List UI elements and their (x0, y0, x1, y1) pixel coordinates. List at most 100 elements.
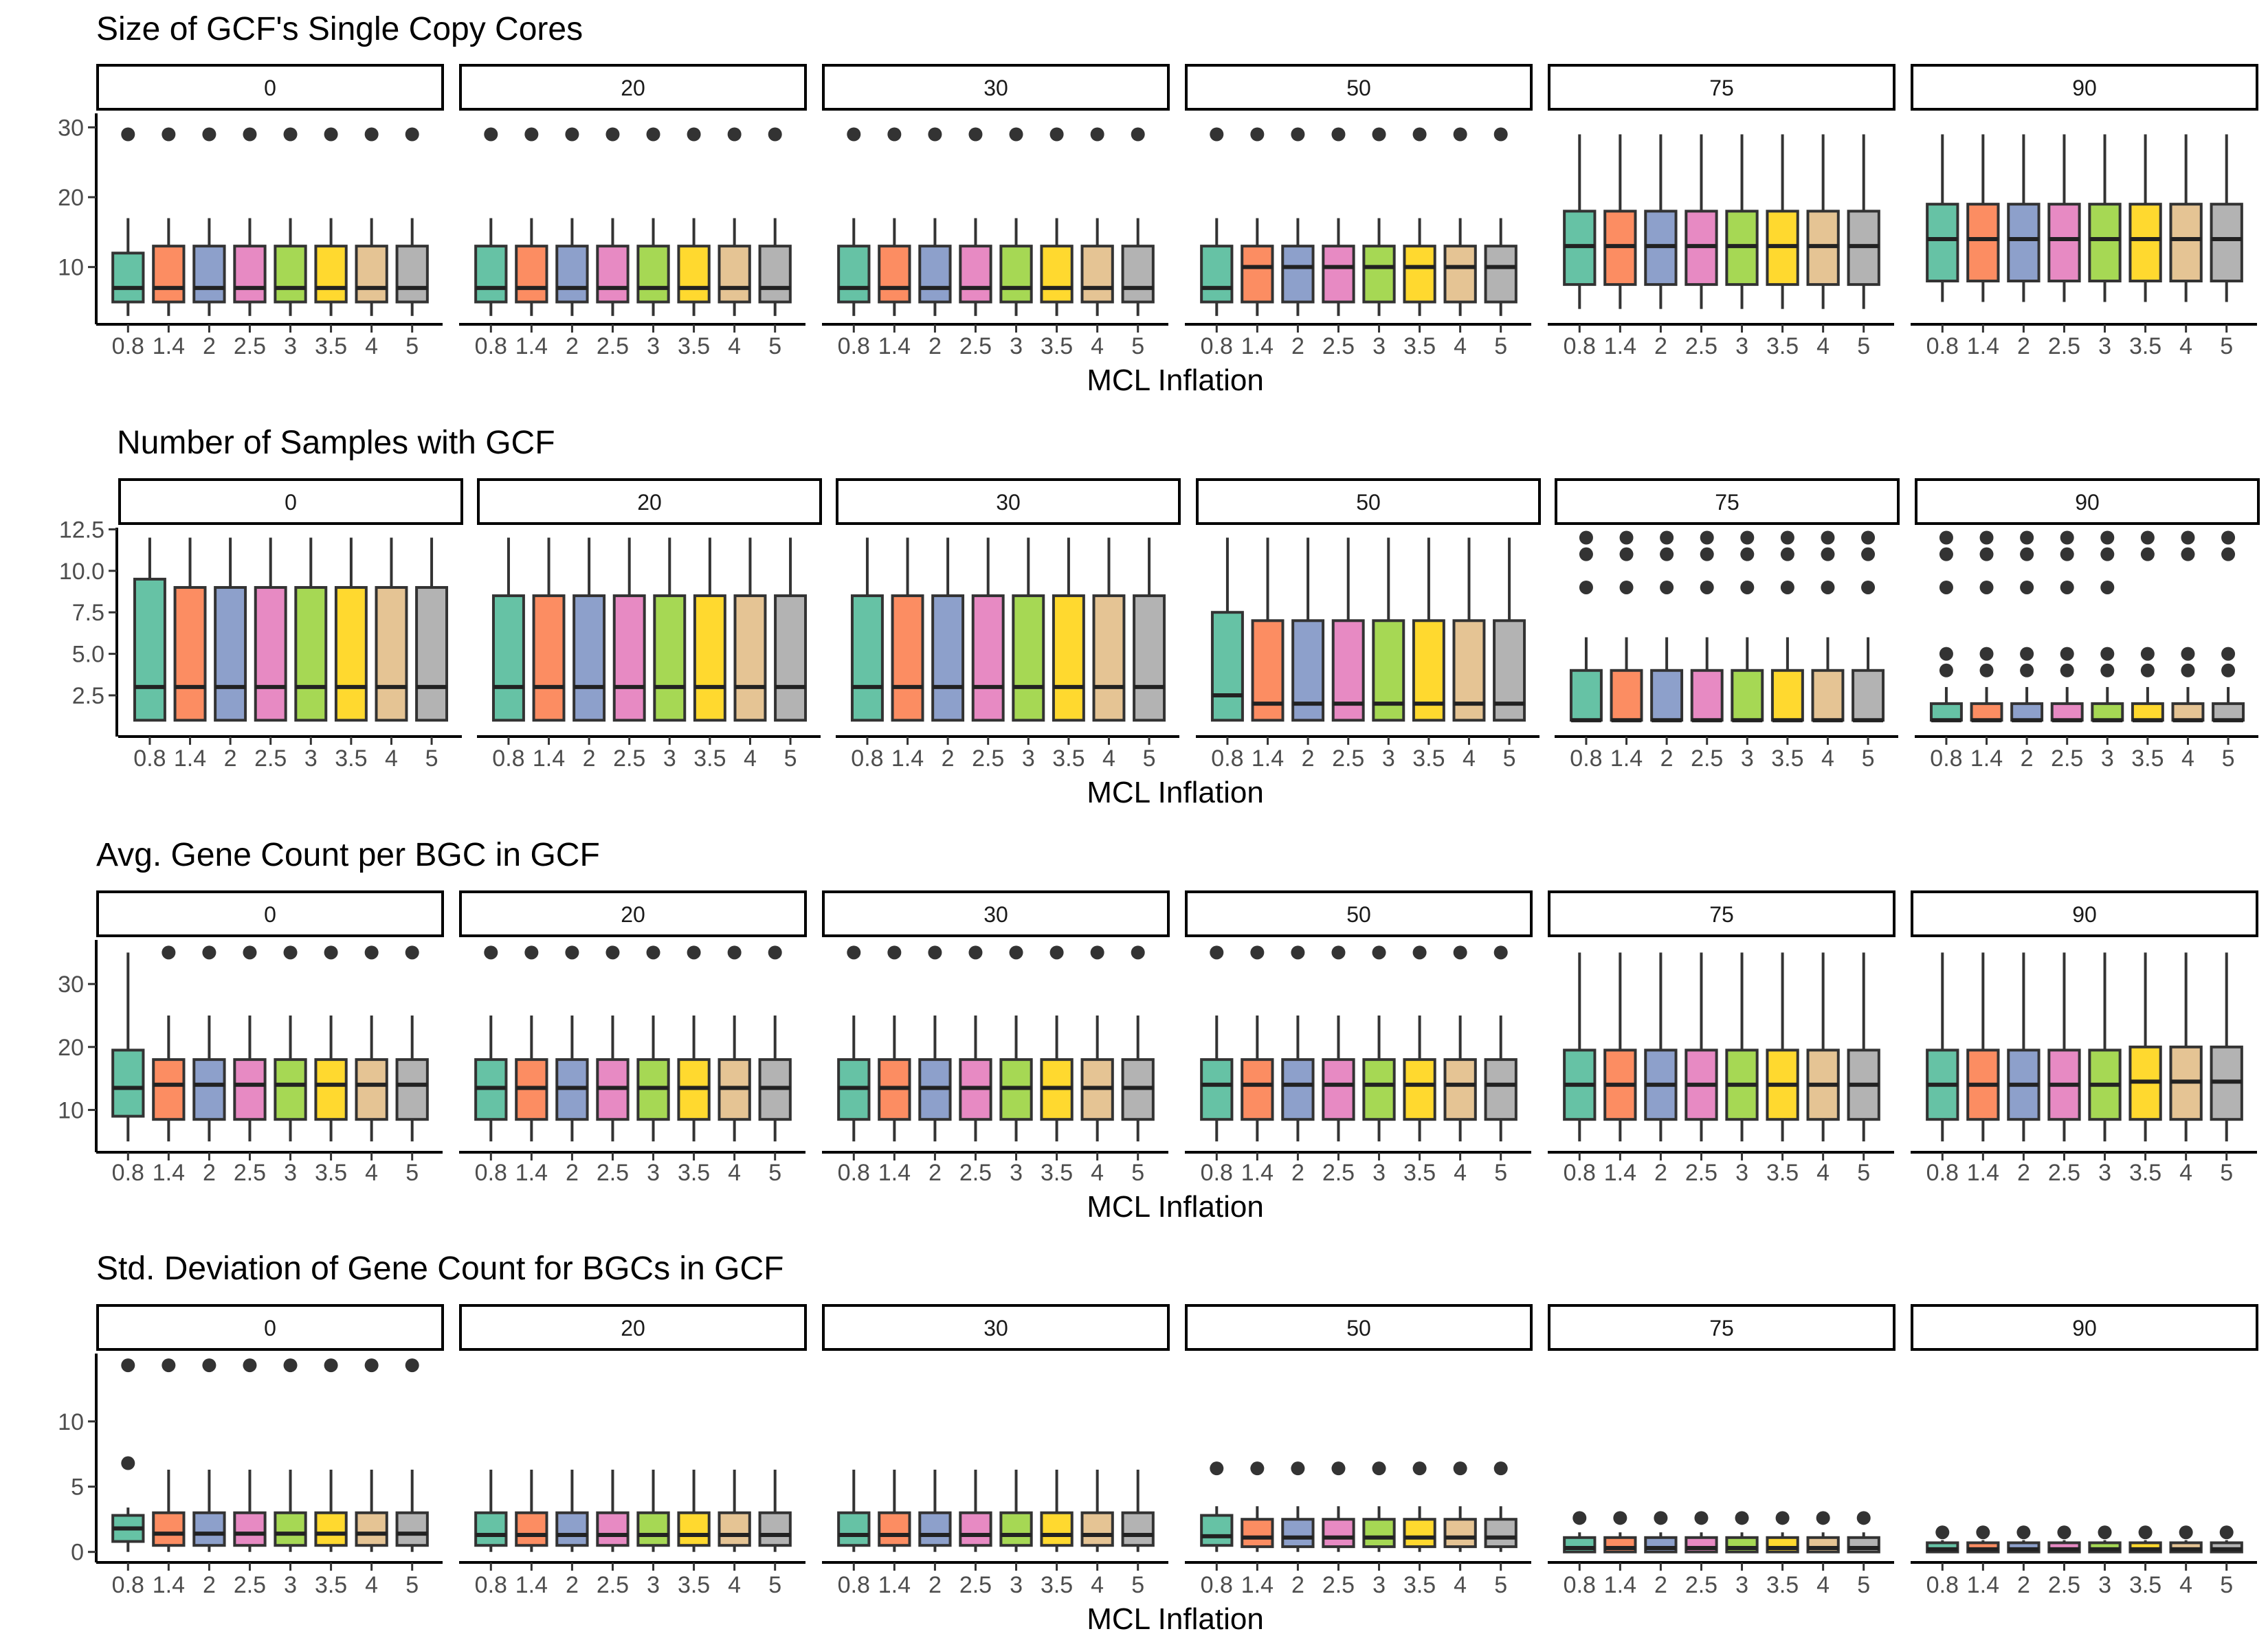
x-tick-label: 2.5 (1322, 333, 1355, 359)
box-3 (274, 127, 307, 316)
x-tick-label: 0.8 (112, 1160, 144, 1186)
facet-90: 90 0.8 1.4 2 2.5 3 3.5 4 5 (1911, 1304, 2258, 1598)
box-0.8 (111, 1358, 145, 1552)
box-4 (2169, 1525, 2203, 1553)
x-tick-label: 3.5 (1041, 1572, 1073, 1598)
outlier-point (2138, 1525, 2153, 1540)
x-tick-label: 2.5 (1322, 1160, 1355, 1186)
box-3 (274, 1358, 307, 1552)
outlier-point (1939, 547, 1953, 561)
box-0.8 (491, 537, 525, 722)
box-body (233, 1511, 267, 1547)
outlier-point (283, 127, 298, 142)
x-tick-label: 4 (365, 1572, 378, 1598)
outlier-point (887, 127, 902, 142)
box-5 (758, 1470, 792, 1552)
x-tick-label: 0.8 (475, 333, 507, 359)
x-axis-title: MCL Inflation (1087, 363, 1264, 397)
outlier-point (524, 945, 539, 960)
box-2 (2007, 134, 2041, 302)
facet-strip-label: 50 (1346, 76, 1371, 100)
outlier-point (283, 945, 298, 960)
x-tick-label: 3.5 (2131, 745, 2164, 772)
box-1.4 (878, 1470, 911, 1552)
box-0.8 (1929, 530, 1963, 723)
x-tick-label: 0.8 (838, 333, 870, 359)
outlier-point (1291, 127, 1305, 142)
chart-panel-2: Number of Samples with GCF 2.5 5.0 7.5 10.0 1… (59, 425, 2260, 809)
x-tick-label: 3.5 (335, 745, 367, 772)
box-2 (918, 945, 952, 1142)
outlier-point (2181, 647, 2195, 661)
x-tick-label: 0.8 (838, 1572, 870, 1598)
x-tick-label: 5 (2222, 745, 2235, 772)
box-3 (274, 945, 307, 1142)
facet-strip (1548, 64, 1895, 111)
box-0.8 (1569, 530, 1603, 723)
x-tick-label: 3 (1010, 333, 1023, 359)
box-1.4 (515, 127, 548, 316)
x-tick-label: 4 (1102, 745, 1115, 772)
box-4 (375, 537, 408, 722)
outlier-point (1861, 547, 1876, 561)
box-body (1092, 594, 1126, 722)
box-3 (1725, 952, 1759, 1142)
facet-strip (96, 1304, 444, 1351)
box-1.4 (1241, 945, 1274, 1142)
outlier-point (2219, 1525, 2234, 1540)
facet-strip (822, 64, 1170, 111)
outlier-point (324, 945, 338, 960)
box-2.5 (959, 945, 992, 1142)
box-0.8 (1563, 134, 1597, 309)
box-body (1040, 1511, 1074, 1547)
x-tick-label: 0.8 (133, 745, 166, 772)
facet-strip (1185, 890, 1533, 937)
x-tick-label: 3 (1382, 745, 1395, 772)
facet-strip-label: 50 (1356, 490, 1381, 515)
x-tick-label: 2 (566, 1160, 579, 1186)
box-3.5 (2128, 952, 2162, 1142)
box-1.4 (1603, 134, 1637, 309)
box-4 (1080, 945, 1114, 1142)
outlier-point (2016, 1525, 2031, 1540)
facet-strip (836, 478, 1181, 525)
x-tick-label: 2 (1654, 1572, 1667, 1598)
facet-strip-label: 75 (1709, 902, 1734, 927)
x-tick-label: 3.5 (2129, 1572, 2161, 1598)
box-2 (192, 1358, 226, 1552)
facet-20: 20 0.8 1.4 2 2.5 3 3.5 4 5 (477, 478, 822, 772)
box-3.5 (1403, 1461, 1436, 1552)
box-body (1133, 594, 1166, 722)
outlier-point (1250, 127, 1265, 142)
outlier-point (1493, 127, 1508, 142)
x-tick-label: 2.5 (254, 745, 287, 772)
box-body (111, 1048, 145, 1118)
facet-strip-label: 50 (1346, 902, 1371, 927)
x-tick-label: 3.5 (1403, 333, 1436, 359)
outlier-point (364, 945, 379, 960)
box-4 (733, 537, 767, 722)
box-3 (1012, 537, 1045, 722)
outlier-point (1939, 530, 1953, 545)
x-tick-label: 5 (1143, 745, 1156, 772)
facet-strip-label: 0 (264, 902, 276, 927)
outlier-point (2020, 647, 2034, 661)
x-tick-label: 5 (2220, 1572, 2233, 1598)
box-5 (415, 537, 449, 722)
box-body (1362, 1058, 1396, 1121)
box-2 (1291, 537, 1325, 722)
box-4 (1092, 537, 1126, 722)
box-body (474, 245, 508, 304)
box-body (173, 585, 207, 722)
outlier-point (1780, 580, 1794, 594)
outlier-point (1453, 945, 1467, 960)
facet-strip-label: 0 (264, 1316, 276, 1340)
x-tick-label: 4 (1454, 1160, 1467, 1186)
box-1.4 (891, 537, 924, 722)
outlier-point (324, 1358, 338, 1373)
facet-strip-label: 0 (285, 490, 297, 515)
x-tick-label: 3 (647, 1160, 660, 1186)
box-4 (355, 1358, 388, 1552)
outlier-point (1412, 945, 1427, 960)
x-tick-label: 3 (2098, 1572, 2111, 1598)
